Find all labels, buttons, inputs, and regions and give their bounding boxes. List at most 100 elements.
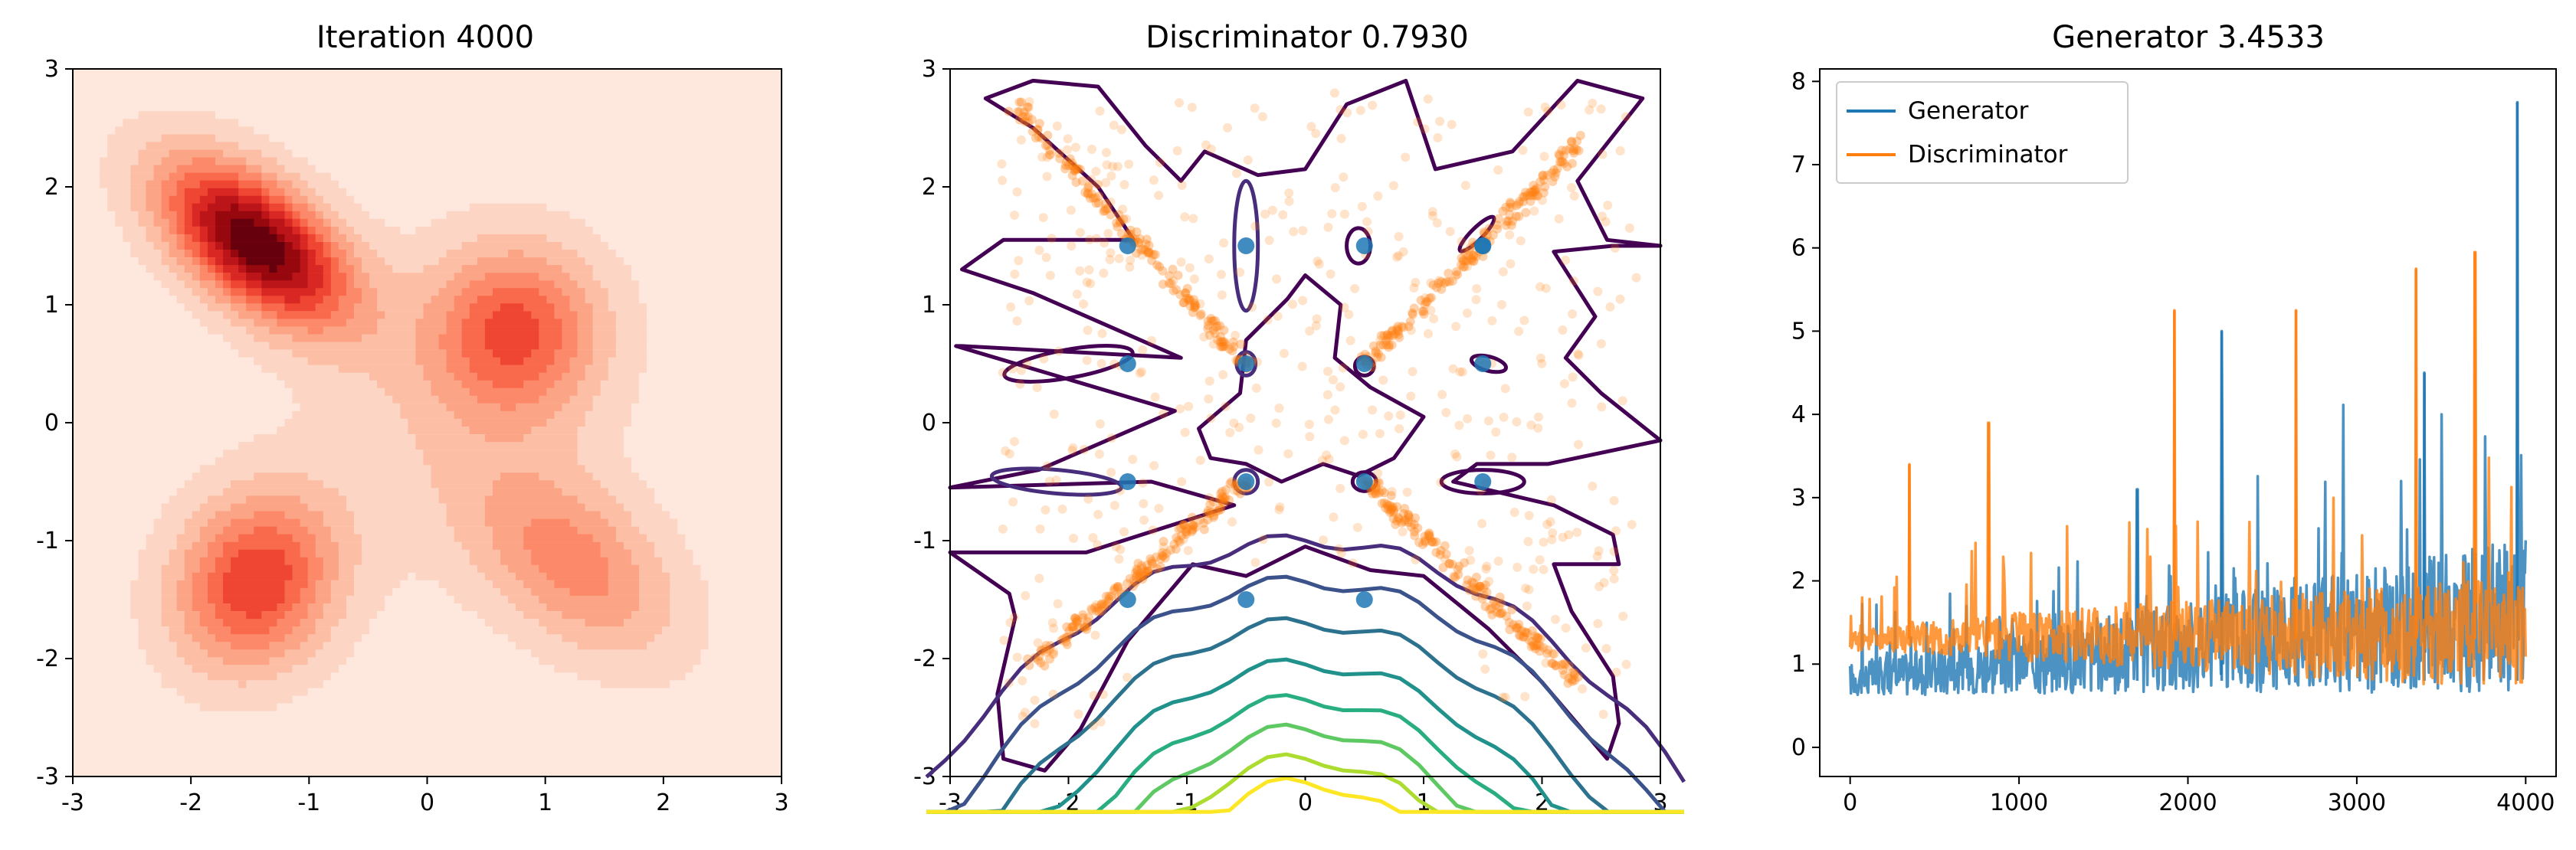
generated-point [1203, 324, 1213, 334]
generated-point [1460, 557, 1470, 567]
generated-point [1229, 342, 1239, 351]
discriminator-ytick-label: 2 [922, 174, 936, 201]
density-xtick-label: 0 [420, 790, 434, 816]
generated-point [1231, 168, 1241, 178]
generated-point [1357, 201, 1367, 211]
generated-point [1099, 268, 1109, 278]
generated-point [1519, 192, 1529, 202]
generated-point [1086, 604, 1096, 614]
generated-point [1535, 641, 1545, 651]
generated-point [1498, 692, 1508, 702]
generated-point [1075, 227, 1085, 237]
generated-point [1055, 154, 1065, 164]
generated-point [1106, 197, 1116, 207]
generated-point [1195, 311, 1205, 321]
generated-point [1175, 404, 1185, 414]
generated-point [1139, 499, 1149, 508]
generated-point [1013, 107, 1023, 117]
generated-point [998, 368, 1008, 378]
real-point [1474, 237, 1492, 254]
generated-point [1014, 106, 1024, 116]
generated-point [1426, 306, 1436, 315]
generated-point [1388, 507, 1398, 517]
generated-point [1386, 504, 1396, 514]
generated-point [1221, 339, 1231, 349]
generated-point [1568, 676, 1578, 686]
generated-point [1543, 106, 1553, 116]
generated-point [1569, 670, 1579, 680]
generated-point [1456, 260, 1466, 270]
generated-point [1501, 221, 1511, 230]
generated-point [1116, 217, 1126, 227]
generated-point [1611, 667, 1621, 677]
generated-point [1512, 562, 1522, 572]
discriminator-contour-mode-7 [1350, 470, 1378, 493]
generated-point [1380, 498, 1390, 508]
generated-point [1568, 276, 1578, 286]
generated-point [1134, 572, 1144, 582]
generated-point [1133, 238, 1143, 248]
generated-point [1526, 642, 1536, 652]
density-ticks: -3 -2 -1 0 1 2 3 3 2 1 0 -1 -2 -3 [36, 56, 788, 816]
generated-point [1472, 585, 1482, 595]
generated-point [1090, 603, 1100, 613]
generated-point [1211, 315, 1221, 325]
generated-point [1034, 652, 1044, 662]
generated-point [1339, 436, 1349, 446]
generated-point [1073, 616, 1083, 626]
generated-point [1512, 623, 1522, 633]
generated-point [1327, 209, 1337, 219]
generated-point [1336, 483, 1345, 493]
generated-point [1432, 283, 1442, 293]
generated-point [1524, 585, 1534, 595]
generated-point [1388, 325, 1398, 335]
generated-point [1398, 508, 1408, 518]
generated-point [1159, 551, 1168, 561]
generated-point [1618, 611, 1628, 621]
loss-line-discriminator [1848, 250, 2528, 685]
generated-point [1480, 228, 1490, 238]
generated-point [1126, 255, 1136, 265]
generated-point [1476, 582, 1486, 592]
generated-point [1422, 297, 1432, 307]
generated-point [1588, 481, 1598, 491]
generated-point [1070, 613, 1080, 623]
generated-point [1263, 315, 1273, 325]
generated-point [1431, 537, 1441, 547]
generated-point [1484, 224, 1494, 234]
generated-point [1519, 315, 1529, 325]
generated-point [1091, 166, 1101, 176]
generated-point [1064, 626, 1074, 636]
generated-point [1272, 274, 1282, 284]
generated-point [1548, 659, 1558, 669]
generated-point [1437, 284, 1447, 294]
generated-point [1569, 669, 1579, 678]
generated-point [1478, 251, 1488, 261]
generated-point [1179, 298, 1189, 308]
generated-point [1147, 556, 1157, 566]
generated-point [1489, 597, 1499, 606]
generated-point [1152, 564, 1162, 574]
generated-point [1387, 503, 1397, 513]
generated-point [1095, 106, 1105, 116]
generated-point [1086, 189, 1096, 199]
loss-ytick-label: 5 [1791, 318, 1806, 345]
generated-point [1075, 165, 1085, 175]
generated-point [1143, 247, 1153, 257]
generated-point [1549, 649, 1559, 659]
generated-point [1572, 528, 1582, 538]
generated-point [1493, 214, 1503, 224]
generated-point [1088, 193, 1098, 203]
generated-point [1330, 183, 1340, 193]
generated-point [1313, 257, 1322, 266]
generated-point [1471, 251, 1481, 261]
generated-point [1352, 522, 1362, 532]
legend-discriminator-label: Discriminator [1908, 141, 2068, 168]
generated-point [1609, 566, 1619, 576]
generated-point [1131, 572, 1141, 582]
generated-point [1519, 197, 1529, 207]
generated-point [1168, 276, 1178, 286]
generated-point [1464, 585, 1474, 595]
generated-point [1567, 137, 1577, 147]
generated-point [1322, 450, 1332, 460]
